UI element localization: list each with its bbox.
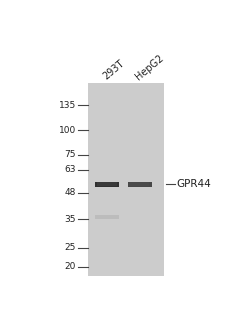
Text: 63: 63 [64, 165, 75, 174]
FancyBboxPatch shape [127, 182, 151, 187]
Text: 75: 75 [64, 150, 75, 159]
Text: 20: 20 [64, 262, 75, 271]
FancyBboxPatch shape [95, 182, 119, 187]
Text: GPR44: GPR44 [176, 179, 210, 189]
FancyBboxPatch shape [88, 83, 163, 276]
Text: 48: 48 [64, 188, 75, 197]
Text: HepG2: HepG2 [133, 53, 164, 82]
FancyBboxPatch shape [95, 215, 119, 219]
Text: 293T: 293T [100, 58, 125, 82]
FancyBboxPatch shape [96, 182, 116, 186]
Text: 100: 100 [58, 126, 75, 135]
Text: 135: 135 [58, 100, 75, 109]
FancyBboxPatch shape [129, 182, 149, 186]
Text: 25: 25 [64, 243, 75, 252]
Text: 35: 35 [64, 215, 75, 224]
